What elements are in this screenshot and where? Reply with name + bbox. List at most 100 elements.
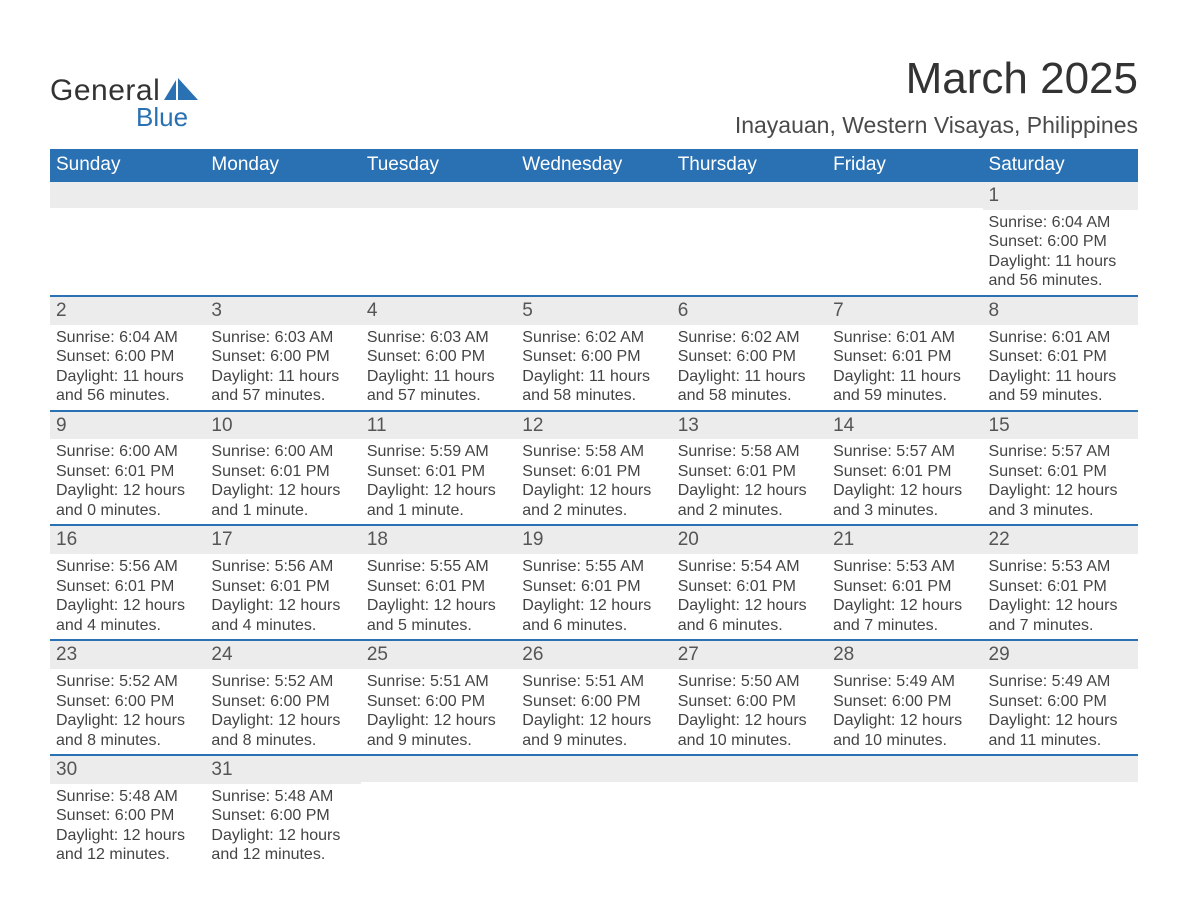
daylight-text: Daylight: 12 hours and 9 minutes. xyxy=(522,711,665,750)
calendar-day-cell: 9Sunrise: 6:00 AMSunset: 6:01 PMDaylight… xyxy=(50,412,205,525)
day-info: Sunrise: 5:49 AMSunset: 6:00 PMDaylight:… xyxy=(827,669,982,754)
day-info xyxy=(361,208,516,215)
calendar-day-cell: 21Sunrise: 5:53 AMSunset: 6:01 PMDayligh… xyxy=(827,526,982,639)
sunset-text: Sunset: 6:01 PM xyxy=(367,577,510,597)
daylight-text: Daylight: 12 hours and 7 minutes. xyxy=(833,596,976,635)
daylight-text: Daylight: 12 hours and 7 minutes. xyxy=(989,596,1132,635)
sunset-text: Sunset: 6:01 PM xyxy=(989,462,1132,482)
daylight-text: Daylight: 12 hours and 3 minutes. xyxy=(989,481,1132,520)
daylight-text: Daylight: 12 hours and 2 minutes. xyxy=(522,481,665,520)
sunrise-text: Sunrise: 5:57 AM xyxy=(833,442,976,462)
calendar-day-cell xyxy=(827,182,982,295)
calendar-day-cell: 18Sunrise: 5:55 AMSunset: 6:01 PMDayligh… xyxy=(361,526,516,639)
day-info: Sunrise: 6:02 AMSunset: 6:00 PMDaylight:… xyxy=(672,325,827,410)
day-info: Sunrise: 5:56 AMSunset: 6:01 PMDaylight:… xyxy=(50,554,205,639)
day-number xyxy=(516,182,671,208)
day-info xyxy=(205,208,360,215)
sunrise-text: Sunrise: 6:02 AM xyxy=(678,328,821,348)
sunset-text: Sunset: 6:00 PM xyxy=(522,347,665,367)
day-number: 3 xyxy=(205,297,360,325)
sunrise-text: Sunrise: 5:55 AM xyxy=(522,557,665,577)
day-info: Sunrise: 5:52 AMSunset: 6:00 PMDaylight:… xyxy=(50,669,205,754)
daylight-text: Daylight: 12 hours and 5 minutes. xyxy=(367,596,510,635)
calendar-week-row: 30Sunrise: 5:48 AMSunset: 6:00 PMDayligh… xyxy=(50,756,1138,869)
day-number: 13 xyxy=(672,412,827,440)
calendar-day-cell xyxy=(516,182,671,295)
day-number: 18 xyxy=(361,526,516,554)
sunset-text: Sunset: 6:01 PM xyxy=(56,462,199,482)
calendar-day-cell xyxy=(516,756,671,869)
day-info: Sunrise: 5:48 AMSunset: 6:00 PMDaylight:… xyxy=(50,784,205,869)
calendar-day-cell: 13Sunrise: 5:58 AMSunset: 6:01 PMDayligh… xyxy=(672,412,827,525)
sunset-text: Sunset: 6:00 PM xyxy=(367,347,510,367)
daylight-text: Daylight: 12 hours and 2 minutes. xyxy=(678,481,821,520)
sunrise-text: Sunrise: 5:52 AM xyxy=(56,672,199,692)
daylight-text: Daylight: 12 hours and 4 minutes. xyxy=(56,596,199,635)
day-info: Sunrise: 5:59 AMSunset: 6:01 PMDaylight:… xyxy=(361,439,516,524)
day-number xyxy=(205,182,360,208)
day-number: 26 xyxy=(516,641,671,669)
sunrise-text: Sunrise: 6:01 AM xyxy=(989,328,1132,348)
sunrise-text: Sunrise: 6:01 AM xyxy=(833,328,976,348)
day-info: Sunrise: 6:01 AMSunset: 6:01 PMDaylight:… xyxy=(983,325,1138,410)
calendar-week-row: 1Sunrise: 6:04 AMSunset: 6:00 PMDaylight… xyxy=(50,182,1138,297)
calendar-day-cell xyxy=(361,182,516,295)
sunset-text: Sunset: 6:00 PM xyxy=(211,806,354,826)
calendar-day-cell xyxy=(205,182,360,295)
day-number: 5 xyxy=(516,297,671,325)
calendar-day-cell: 20Sunrise: 5:54 AMSunset: 6:01 PMDayligh… xyxy=(672,526,827,639)
sunset-text: Sunset: 6:00 PM xyxy=(833,692,976,712)
calendar-day-cell: 11Sunrise: 5:59 AMSunset: 6:01 PMDayligh… xyxy=(361,412,516,525)
day-info: Sunrise: 5:56 AMSunset: 6:01 PMDaylight:… xyxy=(205,554,360,639)
calendar-day-cell: 23Sunrise: 5:52 AMSunset: 6:00 PMDayligh… xyxy=(50,641,205,754)
daylight-text: Daylight: 11 hours and 56 minutes. xyxy=(56,367,199,406)
daylight-text: Daylight: 11 hours and 59 minutes. xyxy=(989,367,1132,406)
daylight-text: Daylight: 12 hours and 10 minutes. xyxy=(833,711,976,750)
sunset-text: Sunset: 6:00 PM xyxy=(989,232,1132,252)
daylight-text: Daylight: 12 hours and 11 minutes. xyxy=(989,711,1132,750)
calendar-week-row: 2Sunrise: 6:04 AMSunset: 6:00 PMDaylight… xyxy=(50,297,1138,412)
calendar-day-cell: 10Sunrise: 6:00 AMSunset: 6:01 PMDayligh… xyxy=(205,412,360,525)
daylight-text: Daylight: 12 hours and 0 minutes. xyxy=(56,481,199,520)
day-number: 27 xyxy=(672,641,827,669)
sunrise-text: Sunrise: 5:58 AM xyxy=(678,442,821,462)
day-number xyxy=(827,182,982,208)
day-number: 20 xyxy=(672,526,827,554)
day-info xyxy=(516,208,671,215)
sunset-text: Sunset: 6:01 PM xyxy=(678,462,821,482)
day-info: Sunrise: 5:50 AMSunset: 6:00 PMDaylight:… xyxy=(672,669,827,754)
daylight-text: Daylight: 11 hours and 58 minutes. xyxy=(678,367,821,406)
sunset-text: Sunset: 6:01 PM xyxy=(833,577,976,597)
day-number: 9 xyxy=(50,412,205,440)
sunset-text: Sunset: 6:00 PM xyxy=(56,692,199,712)
day-info: Sunrise: 5:52 AMSunset: 6:00 PMDaylight:… xyxy=(205,669,360,754)
day-info: Sunrise: 5:58 AMSunset: 6:01 PMDaylight:… xyxy=(672,439,827,524)
calendar-day-cell: 12Sunrise: 5:58 AMSunset: 6:01 PMDayligh… xyxy=(516,412,671,525)
calendar-grid: Sunday Monday Tuesday Wednesday Thursday… xyxy=(50,149,1138,869)
daylight-text: Daylight: 12 hours and 3 minutes. xyxy=(833,481,976,520)
day-info xyxy=(672,208,827,215)
day-number: 15 xyxy=(983,412,1138,440)
calendar-week-row: 9Sunrise: 6:00 AMSunset: 6:01 PMDaylight… xyxy=(50,412,1138,527)
daylight-text: Daylight: 12 hours and 1 minute. xyxy=(211,481,354,520)
day-info: Sunrise: 6:01 AMSunset: 6:01 PMDaylight:… xyxy=(827,325,982,410)
daylight-text: Daylight: 12 hours and 6 minutes. xyxy=(522,596,665,635)
calendar-day-cell: 31Sunrise: 5:48 AMSunset: 6:00 PMDayligh… xyxy=(205,756,360,869)
day-number: 1 xyxy=(983,182,1138,210)
sunrise-text: Sunrise: 5:53 AM xyxy=(989,557,1132,577)
day-number: 7 xyxy=(827,297,982,325)
day-info xyxy=(516,782,671,789)
day-number xyxy=(516,756,671,782)
calendar-day-cell: 22Sunrise: 5:53 AMSunset: 6:01 PMDayligh… xyxy=(983,526,1138,639)
sunrise-text: Sunrise: 5:48 AM xyxy=(56,787,199,807)
day-number: 12 xyxy=(516,412,671,440)
day-number: 10 xyxy=(205,412,360,440)
day-number xyxy=(50,182,205,208)
day-info xyxy=(361,782,516,789)
daylight-text: Daylight: 11 hours and 57 minutes. xyxy=(211,367,354,406)
sunset-text: Sunset: 6:01 PM xyxy=(678,577,821,597)
weekday-header: Sunday xyxy=(50,149,205,182)
sunset-text: Sunset: 6:00 PM xyxy=(211,347,354,367)
daylight-text: Daylight: 11 hours and 59 minutes. xyxy=(833,367,976,406)
sunset-text: Sunset: 6:00 PM xyxy=(56,347,199,367)
